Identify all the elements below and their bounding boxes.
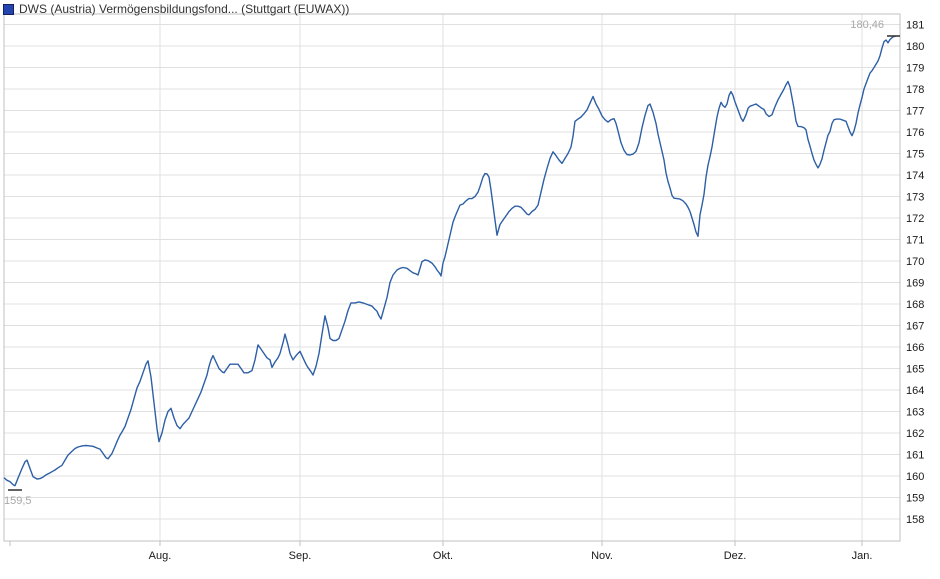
y-axis-label: 175: [906, 149, 924, 161]
y-axis-label: 176: [906, 127, 924, 139]
chart-title: DWS (Austria) Vermögensbildungsfond... (…: [19, 2, 350, 16]
series-color-marker-icon: [3, 3, 14, 15]
y-axis-label: 165: [906, 364, 924, 376]
y-axis-label: 171: [906, 235, 924, 247]
y-axis-label: 169: [906, 278, 924, 290]
y-axis-label: 177: [906, 106, 924, 118]
x-axis-label: Aug.: [149, 550, 172, 562]
y-axis-label: 158: [906, 514, 924, 526]
x-axis-label: Jan.: [852, 550, 873, 562]
y-axis-label: 159: [906, 493, 924, 505]
x-axis-label: Nov.: [591, 550, 613, 562]
min-value-label: 159,5: [4, 495, 32, 507]
y-axis-label: 162: [906, 428, 924, 440]
y-axis-label: 160: [906, 471, 924, 483]
max-value-label: 180,46: [850, 19, 884, 31]
x-axis-label: Dez.: [724, 550, 747, 562]
price-line: [3, 35, 897, 487]
y-axis-label: 178: [906, 84, 924, 96]
y-axis-label: 180: [906, 41, 924, 53]
y-axis-label: 181: [906, 20, 924, 32]
y-axis-label: 163: [906, 407, 924, 419]
x-axis-label: Okt.: [433, 550, 453, 562]
x-axis-label: Sep.: [289, 550, 312, 562]
y-axis-label: 172: [906, 213, 924, 225]
plot-border: [3, 13, 901, 542]
y-axis-label: 173: [906, 192, 924, 204]
y-axis-label: 164: [906, 385, 924, 397]
y-axis-label: 174: [906, 170, 924, 182]
y-axis-label: 168: [906, 299, 924, 311]
y-axis-label: 179: [906, 63, 924, 75]
chart-legend: DWS (Austria) Vermögensbildungsfond... (…: [3, 2, 349, 16]
y-axis-label: 161: [906, 450, 924, 462]
y-axis-label: 170: [906, 256, 924, 268]
y-axis-label: 166: [906, 342, 924, 354]
y-axis-label: 167: [906, 321, 924, 333]
